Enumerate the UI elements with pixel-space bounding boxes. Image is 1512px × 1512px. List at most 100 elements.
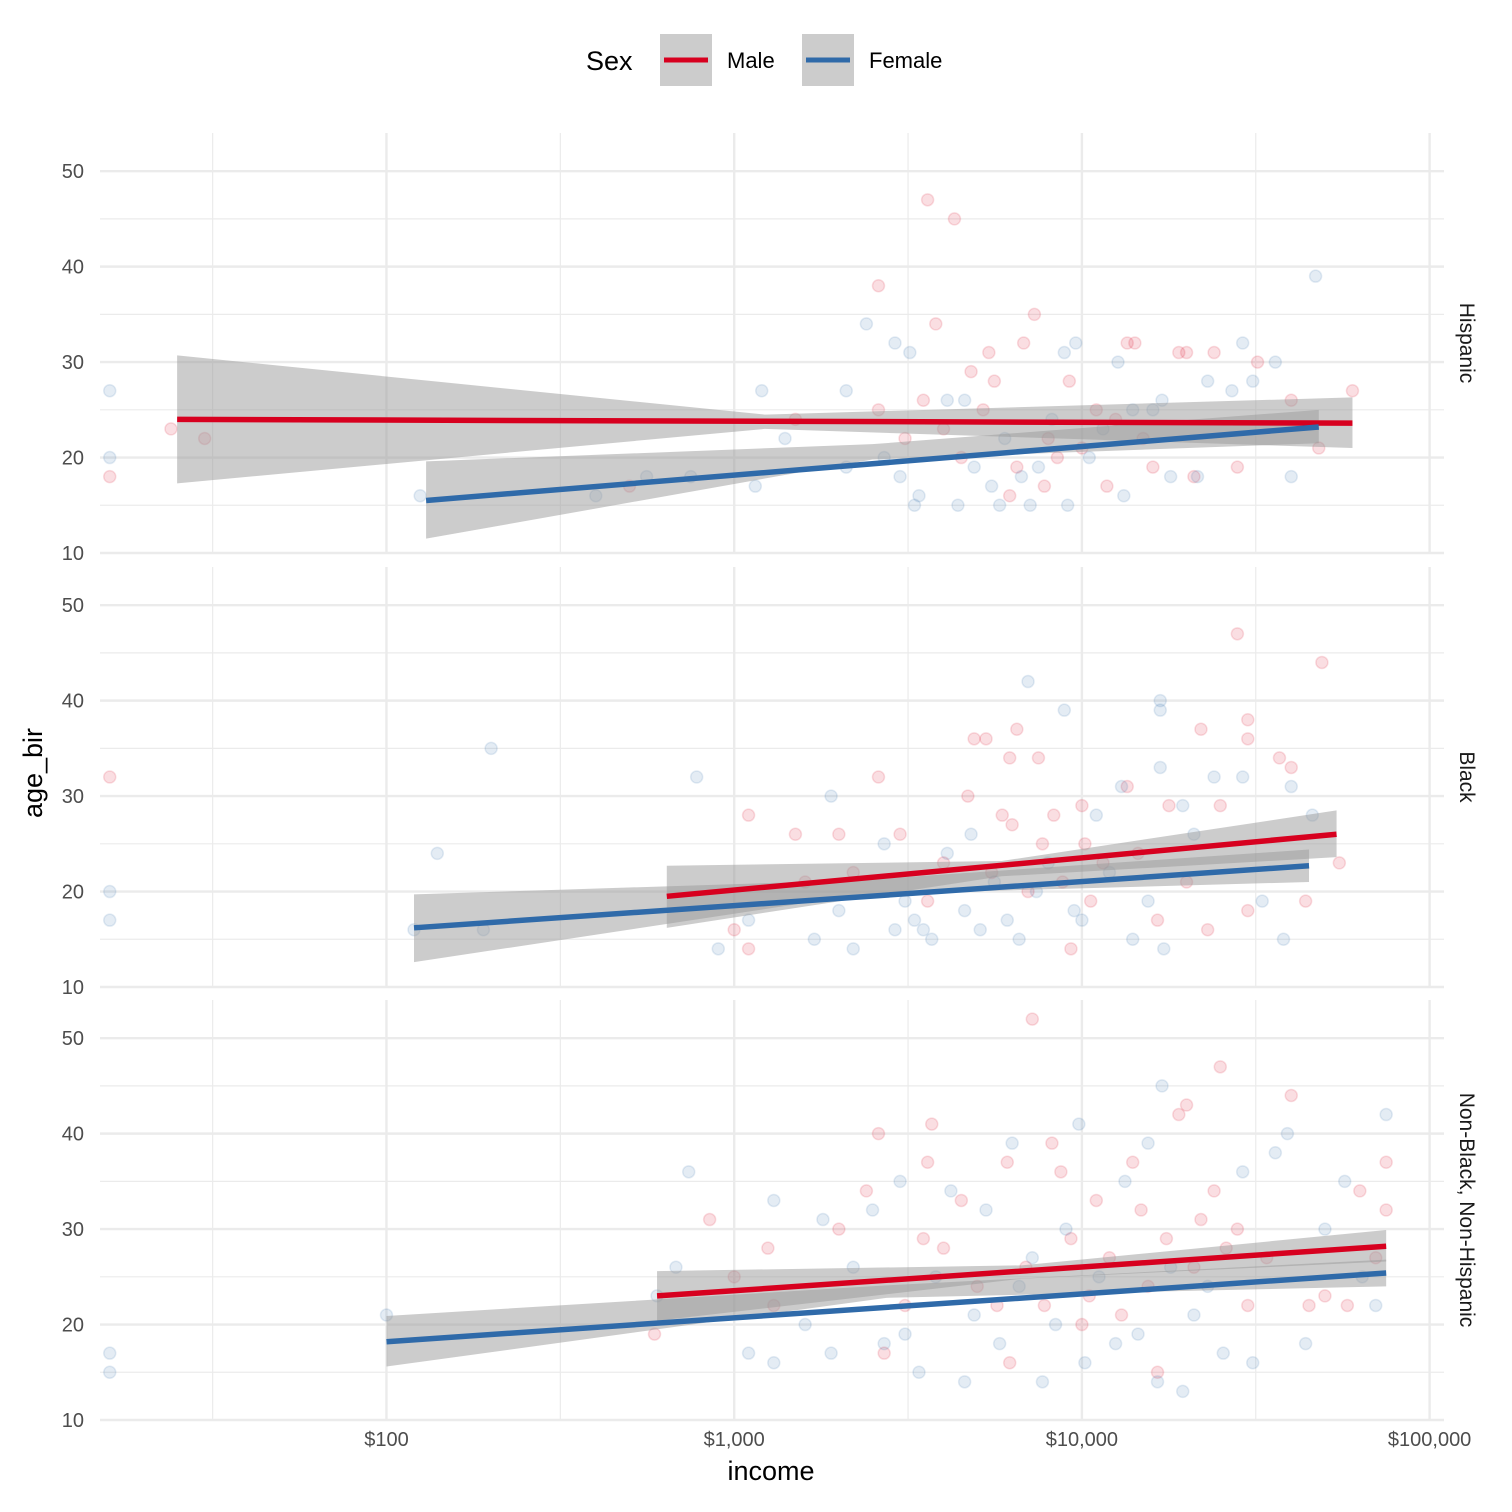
data-point-female <box>102 1365 117 1380</box>
data-point-male <box>1272 751 1287 765</box>
data-point-female <box>816 1212 830 1227</box>
data-point-female <box>767 1193 781 1208</box>
data-point-male <box>920 193 935 207</box>
data-point-male <box>954 1193 969 1208</box>
fit-line-female <box>425 424 1319 504</box>
data-point-female <box>1175 798 1190 813</box>
data-point-male <box>1125 1155 1140 1170</box>
data-point-male <box>1159 1231 1174 1246</box>
data-point-female <box>711 942 726 956</box>
x-axis-title: income <box>727 1456 814 1486</box>
data-point-male <box>1241 732 1255 746</box>
confidence-band-female <box>386 1259 1387 1367</box>
points <box>102 1012 1393 1399</box>
data-point-female <box>1175 1384 1190 1399</box>
data-point-female <box>1114 779 1129 794</box>
data-point-male <box>947 212 962 226</box>
y-tick-label: 10 <box>62 1410 84 1432</box>
data-point-male <box>1241 1298 1255 1313</box>
data-point-female <box>951 498 965 513</box>
data-point-male <box>1134 1203 1148 1217</box>
data-point-male <box>1075 798 1089 813</box>
fit-line-female <box>386 1270 1387 1345</box>
data-point-male <box>1050 450 1065 465</box>
data-point-female <box>484 741 498 756</box>
data-point-female <box>798 1317 812 1332</box>
data-point-female <box>1157 942 1171 956</box>
data-point-female <box>1048 1317 1063 1332</box>
data-point-male <box>1315 655 1329 670</box>
data-point-female <box>754 383 769 398</box>
data-point-female <box>1235 1165 1250 1179</box>
y-tick-label: 40 <box>62 691 84 713</box>
data-point-male <box>967 732 981 746</box>
data-point-male <box>1002 751 1017 765</box>
data-point-female <box>1284 469 1298 484</box>
data-point-female <box>967 1308 981 1322</box>
gridlines <box>100 1000 1444 1422</box>
data-point-female <box>912 1365 926 1380</box>
x-tick-label: $100 <box>364 1429 409 1451</box>
fit-line-male <box>177 416 1353 426</box>
facet-panel: 10 20 30 40 50 Hispanic <box>62 133 1478 565</box>
data-point-female <box>1108 1336 1123 1351</box>
data-point-male <box>979 732 993 746</box>
gridlines <box>100 567 1444 989</box>
data-point-male <box>1000 1155 1015 1170</box>
data-point-male <box>1162 798 1176 813</box>
data-point-female <box>973 922 987 937</box>
data-point-male <box>987 374 1002 388</box>
data-point-male <box>929 317 943 331</box>
data-point-male <box>1075 1317 1089 1332</box>
data-point-male <box>995 808 1009 822</box>
data-point-male <box>1230 1222 1245 1236</box>
facet-strip-label: Hispanic <box>1455 303 1478 384</box>
x-tick-label: $10,000 <box>1046 1429 1118 1451</box>
data-point-female <box>839 383 853 398</box>
data-point-female <box>1368 1298 1383 1313</box>
data-point-male <box>1016 336 1031 350</box>
data-point-female <box>102 450 117 465</box>
data-point-male <box>832 827 846 842</box>
data-point-female <box>1225 383 1239 398</box>
data-point-female <box>859 317 874 331</box>
data-point-female <box>1117 488 1131 503</box>
data-point-female <box>1187 1308 1201 1322</box>
data-point-female <box>1155 1079 1169 1093</box>
data-point-female <box>413 488 427 503</box>
data-point-male <box>1037 1298 1052 1313</box>
data-point-female <box>1000 913 1015 927</box>
data-point-female <box>832 903 846 918</box>
y-tick-label: 40 <box>62 257 84 279</box>
data-point-female <box>907 498 922 513</box>
data-point-female <box>1057 703 1072 717</box>
data-point-female <box>1268 1145 1283 1160</box>
data-point-female <box>877 1336 891 1351</box>
data-point-male <box>1005 817 1019 832</box>
data-point-female <box>824 1346 838 1360</box>
data-point-female <box>681 1165 696 1179</box>
facet-panel: 10 20 30 40 50 Non-Black, Non-Hispanic <box>62 1000 1478 1432</box>
data-point-male <box>871 1126 886 1141</box>
data-point-female <box>1035 1375 1050 1389</box>
data-point-male <box>1172 345 1186 360</box>
data-point-male <box>1179 1098 1194 1112</box>
data-point-male <box>1332 856 1347 870</box>
data-point-female <box>893 469 907 484</box>
data-point-female <box>1125 932 1140 947</box>
confidence-band-female <box>414 849 1310 963</box>
legend-label-female: Female <box>869 48 942 73</box>
data-point-male <box>1037 479 1052 493</box>
fit-line-male <box>656 1243 1387 1299</box>
data-point-female <box>964 827 978 842</box>
data-point-female <box>1153 760 1167 775</box>
data-point-male <box>871 278 886 293</box>
data-point-female <box>979 1203 993 1217</box>
data-point-female <box>1153 703 1167 717</box>
y-tick-label: 30 <box>62 352 84 374</box>
data-point-male <box>1353 1184 1367 1198</box>
points <box>102 627 1347 956</box>
data-point-female <box>1111 355 1125 369</box>
data-point-female <box>1298 1336 1313 1351</box>
